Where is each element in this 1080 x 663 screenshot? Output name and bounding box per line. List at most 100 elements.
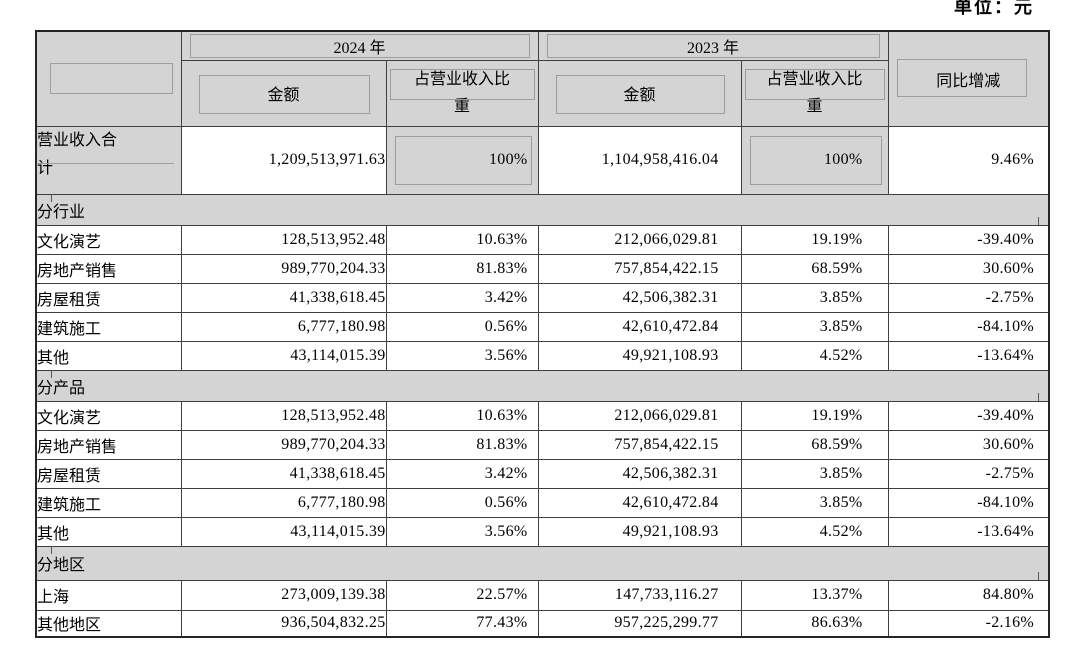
pct-2024-cell: 0.56% bbox=[385, 311, 539, 342]
section-header-row: 分地区 bbox=[35, 545, 1050, 581]
table-row: 其他 43,114,015.39 3.56% 49,921,108.93 4.5… bbox=[35, 516, 1050, 547]
yoy-cell: -39.40% bbox=[887, 224, 1050, 255]
pct-2023-cell: 4.52% bbox=[740, 340, 889, 371]
amount-2024-cell: 6,777,180.98 bbox=[180, 311, 387, 342]
table-row: 建筑施工 6,777,180.98 0.56% 42,610,472.84 3.… bbox=[35, 311, 1050, 342]
pct-2024-cell: 100% bbox=[385, 125, 539, 195]
pct-2023-header: 占营业收入比重 bbox=[740, 59, 889, 127]
total-revenue-row: 营业收入合计 1,209,513,971.63 100% 1,104,958,4… bbox=[35, 125, 1050, 195]
pct-2023-cell: 68.59% bbox=[740, 253, 889, 284]
year-2023-header: 2023 年 bbox=[537, 30, 889, 61]
amount-2023-cell: 42,610,472.84 bbox=[537, 487, 742, 518]
table-body: 营业收入合计 1,209,513,971.63 100% 1,104,958,4… bbox=[35, 125, 1050, 638]
pct-2024-cell: 22.57% bbox=[385, 579, 539, 611]
yoy-cell: -2.75% bbox=[887, 458, 1050, 489]
pct-2024-cell: 81.83% bbox=[385, 429, 539, 460]
pct-2024-label: 占营业收入比重 bbox=[413, 71, 510, 115]
section-title: 分产品 bbox=[37, 379, 86, 397]
pct-2024-cell: 0.56% bbox=[385, 487, 539, 518]
yoy-cell: -2.16% bbox=[887, 609, 1050, 638]
pct-2023-value: 100% bbox=[824, 151, 863, 168]
table-row: 上海 273,009,139.38 22.57% 147,733,116.27 … bbox=[35, 579, 1050, 611]
pct-2023-cell: 3.85% bbox=[740, 458, 889, 489]
pct-2023-cell: 19.19% bbox=[740, 224, 889, 255]
tick-mark bbox=[1038, 571, 1040, 579]
row-label-cell: 建筑施工 bbox=[35, 311, 182, 342]
amount-2024-cell: 41,338,618.45 bbox=[180, 282, 387, 313]
yoy-cell: -2.75% bbox=[887, 282, 1050, 313]
pct-2024-cell: 77.43% bbox=[385, 609, 539, 638]
corner-inner-box bbox=[50, 63, 173, 94]
tick-mark bbox=[51, 371, 52, 378]
pct-2024-cell: 3.42% bbox=[385, 458, 539, 489]
table-row: 房屋租赁 41,338,618.45 3.42% 42,506,382.31 3… bbox=[35, 282, 1050, 313]
amount-2024-label: 金额 bbox=[267, 87, 300, 104]
pct-2024-header: 占营业收入比重 bbox=[385, 59, 539, 127]
section-header-row: 分行业 bbox=[35, 193, 1050, 226]
revenue-breakdown-table: 2024 年 2023 年 同比增减 金额 占营业收入比重 bbox=[35, 30, 1051, 638]
section-title: 分地区 bbox=[37, 557, 86, 574]
pct-2024-value: 100% bbox=[488, 151, 528, 168]
row-label-cell: 其他 bbox=[35, 516, 182, 547]
table-row: 房屋租赁 41,338,618.45 3.42% 42,506,382.31 3… bbox=[35, 458, 1050, 489]
yoy-cell: 84.80% bbox=[887, 579, 1050, 611]
pct-2023-label: 占营业收入比重 bbox=[766, 71, 863, 115]
pct-2024-cell: 10.63% bbox=[385, 224, 539, 255]
row-label-cell: 房地产销售 bbox=[35, 429, 182, 460]
pct-2024-cell: 3.56% bbox=[385, 516, 539, 547]
amount-2023-cell: 212,066,029.81 bbox=[537, 224, 742, 255]
table-row: 房地产销售 989,770,204.33 81.83% 757,854,422.… bbox=[35, 253, 1050, 284]
section-title: 分行业 bbox=[37, 203, 86, 221]
amount-2024-cell: 989,770,204.33 bbox=[180, 429, 387, 460]
pct-2023-cell: 13.37% bbox=[740, 579, 889, 611]
pct-2023-cell: 3.85% bbox=[740, 311, 889, 342]
amount-2024-cell: 936,504,832.25 bbox=[180, 609, 387, 638]
tick-mark bbox=[1038, 216, 1040, 224]
pct-2024-cell: 3.42% bbox=[385, 282, 539, 313]
section-header-row: 分产品 bbox=[35, 369, 1050, 402]
tick-mark bbox=[51, 195, 52, 202]
pct-2023-cell: 100% bbox=[740, 125, 889, 195]
table-row: 房地产销售 989,770,204.33 81.83% 757,854,422.… bbox=[35, 429, 1050, 460]
yoy-cell: 30.60% bbox=[887, 253, 1050, 284]
row-label-cell: 建筑施工 bbox=[35, 487, 182, 518]
pct-2023-cell: 4.52% bbox=[740, 516, 889, 547]
amount-2023-cell: 757,854,422.15 bbox=[537, 253, 742, 284]
amount-2023-cell: 42,610,472.84 bbox=[537, 311, 742, 342]
yoy-header-label: 同比增减 bbox=[936, 72, 1001, 90]
row-label-cell: 营业收入合计 bbox=[35, 125, 182, 195]
amount-2024-cell: 43,114,015.39 bbox=[180, 516, 387, 547]
amount-2023-cell: 147,733,116.27 bbox=[537, 579, 742, 611]
amount-2023-label: 金额 bbox=[623, 87, 656, 104]
row-label-cell: 文化演艺 bbox=[35, 400, 182, 431]
yoy-cell: -39.40% bbox=[887, 400, 1050, 431]
year-2024-header: 2024 年 bbox=[180, 30, 539, 61]
pct-2024-cell: 3.56% bbox=[385, 340, 539, 371]
yoy-cell: -84.10% bbox=[887, 487, 1050, 518]
pct-2024-cell: 81.83% bbox=[385, 253, 539, 284]
amount-2023-cell: 42,506,382.31 bbox=[537, 282, 742, 313]
amount-2023-cell: 957,225,299.77 bbox=[537, 609, 742, 638]
amount-2023-header: 金额 bbox=[537, 59, 742, 127]
row-label-cell: 文化演艺 bbox=[35, 224, 182, 255]
tick-mark bbox=[1038, 392, 1040, 400]
amount-2024-header: 金额 bbox=[180, 59, 387, 127]
table-row: 其他 43,114,015.39 3.56% 49,921,108.93 4.5… bbox=[35, 340, 1050, 371]
yoy-cell: -84.10% bbox=[887, 311, 1050, 342]
table-row: 文化演艺 128,513,952.48 10.63% 212,066,029.8… bbox=[35, 224, 1050, 255]
row-label-cell: 其他地区 bbox=[35, 609, 182, 638]
amount-2023-cell: 1,104,958,416.04 bbox=[537, 125, 742, 195]
section-title-cell: 分行业 bbox=[35, 193, 1050, 226]
section-title-cell: 分产品 bbox=[35, 369, 1050, 402]
amount-2023-cell: 757,854,422.15 bbox=[537, 429, 742, 460]
yoy-cell: -13.64% bbox=[887, 516, 1050, 547]
pct-2023-cell: 86.63% bbox=[740, 609, 889, 638]
pct-2023-cell: 3.85% bbox=[740, 282, 889, 313]
year-2024-label: 2024 年 bbox=[333, 39, 386, 57]
amount-2023-cell: 49,921,108.93 bbox=[537, 516, 742, 547]
unit-label: 单位：元 bbox=[954, 0, 1034, 17]
yoy-cell: 9.46% bbox=[887, 125, 1050, 195]
tick-mark bbox=[51, 547, 52, 554]
yoy-cell: 30.60% bbox=[887, 429, 1050, 460]
